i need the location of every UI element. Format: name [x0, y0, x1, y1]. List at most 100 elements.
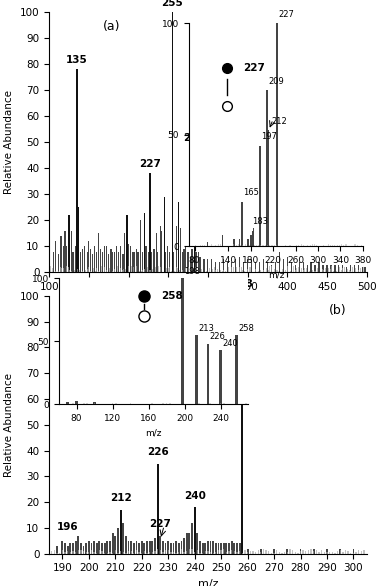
Bar [153, 249, 155, 272]
Bar [152, 541, 153, 554]
Bar [128, 541, 129, 554]
Bar [291, 262, 292, 272]
Bar [329, 552, 330, 554]
Bar [198, 251, 199, 272]
Bar [146, 541, 148, 554]
Bar [209, 403, 211, 404]
Bar [334, 244, 335, 246]
Bar [148, 251, 149, 272]
Bar [231, 262, 232, 272]
Bar [67, 546, 68, 554]
Bar [328, 268, 329, 272]
Bar [247, 553, 248, 554]
Bar [236, 552, 238, 554]
Bar [287, 548, 288, 554]
Bar [204, 271, 205, 272]
Bar [220, 550, 222, 554]
Bar [233, 240, 235, 246]
Bar [93, 402, 96, 404]
Bar [85, 552, 87, 554]
Bar [243, 262, 244, 272]
Bar [154, 539, 156, 554]
Bar [316, 550, 317, 554]
Bar [177, 268, 178, 272]
Bar [301, 244, 302, 246]
Bar [156, 233, 157, 272]
Bar [64, 543, 66, 554]
Bar [355, 268, 356, 272]
Bar [339, 550, 341, 554]
Bar [181, 541, 182, 554]
Bar [206, 271, 207, 272]
Bar [255, 270, 256, 272]
Bar [322, 265, 324, 272]
Bar [231, 267, 232, 272]
Bar [166, 403, 167, 404]
Bar [225, 271, 226, 272]
Bar [128, 266, 129, 272]
Bar [133, 543, 135, 554]
Bar [88, 267, 89, 272]
Bar [96, 268, 97, 272]
Text: 255: 255 [161, 0, 183, 8]
Bar [354, 265, 355, 272]
Bar [138, 543, 140, 554]
Bar [284, 552, 285, 554]
Bar [74, 270, 75, 272]
Bar [321, 550, 322, 554]
Bar [277, 270, 278, 272]
Bar [120, 268, 121, 272]
Bar [79, 270, 80, 272]
Bar [339, 267, 340, 272]
Bar [251, 230, 253, 246]
Bar [77, 536, 79, 554]
Bar [168, 268, 169, 272]
Bar [259, 146, 261, 246]
Bar [75, 246, 76, 272]
Bar [166, 268, 167, 272]
Bar [358, 550, 359, 554]
Bar [83, 546, 84, 554]
Bar [53, 251, 54, 272]
Bar [242, 270, 243, 272]
Y-axis label: Relative Abundance: Relative Abundance [4, 90, 14, 194]
Text: 165: 165 [243, 188, 259, 197]
Bar [242, 245, 243, 246]
Bar [345, 268, 346, 272]
Bar [293, 266, 294, 272]
Bar [162, 541, 164, 554]
Bar [345, 244, 347, 246]
Bar [223, 260, 225, 272]
Bar [194, 147, 195, 272]
Bar [92, 254, 93, 272]
Bar [173, 543, 174, 554]
Bar [175, 226, 177, 272]
Bar [239, 551, 240, 554]
Bar [88, 552, 90, 554]
Bar [191, 249, 193, 272]
Bar [185, 246, 186, 272]
Bar [269, 245, 270, 246]
Bar [218, 267, 219, 272]
Bar [109, 552, 111, 554]
Bar [128, 244, 129, 272]
Bar [147, 267, 148, 272]
Bar [200, 245, 201, 246]
Bar [300, 270, 301, 272]
Bar [276, 550, 277, 554]
Text: 196: 196 [57, 522, 79, 532]
Bar [235, 335, 238, 404]
Bar [337, 551, 338, 554]
Bar [358, 265, 359, 272]
Bar [330, 265, 332, 272]
Bar [130, 541, 132, 554]
Bar [52, 267, 53, 272]
Bar [152, 268, 153, 272]
Bar [178, 543, 180, 554]
Bar [234, 543, 235, 554]
Bar [63, 246, 64, 272]
Bar [96, 543, 98, 554]
Bar [115, 550, 116, 554]
Bar [154, 551, 156, 554]
Bar [107, 541, 108, 554]
